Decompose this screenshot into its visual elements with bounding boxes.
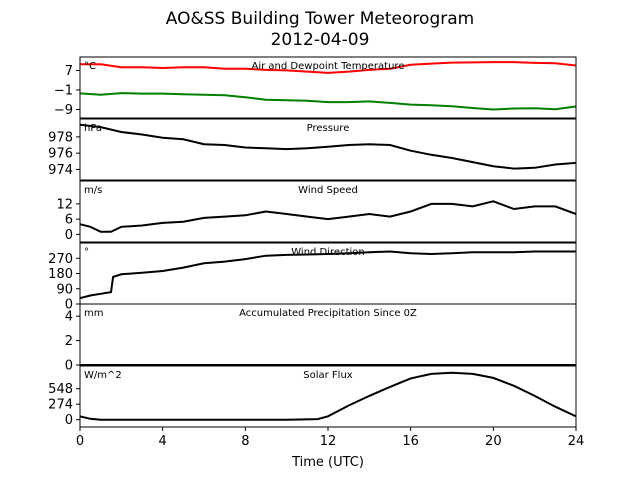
figure-title-line2: 2012-04-09 [271, 30, 370, 50]
panel-title: Wind Direction [291, 247, 365, 258]
y-tick-label: 180 [48, 267, 73, 282]
y-tick-label: 12 [56, 197, 73, 212]
x-axis: 0 4 8 12 16 20 24 [76, 427, 584, 449]
series-line-dewpoint [80, 92, 576, 111]
x-tick-label: 20 [485, 434, 502, 449]
panels-group: −9−17 °C Air and Dewpoint Temperature97497… [48, 56, 577, 428]
series-line-pressure [80, 123, 576, 170]
y-tick-label: 274 [48, 398, 73, 413]
y-tick-label: 6 [65, 213, 73, 228]
series-line-solar_flux [80, 371, 576, 421]
unit-label: W/m^2 [84, 370, 122, 381]
unit-label: m/s [84, 185, 102, 196]
y-tick-label: 270 [48, 252, 73, 267]
unit-label: ° [84, 247, 89, 258]
panel-frame [79, 303, 577, 366]
y-tick-label: 2 [65, 334, 73, 349]
y-tick-label: 90 [56, 282, 73, 297]
y-tick-label: −1 [54, 83, 73, 98]
y-tick-label: 7 [65, 64, 73, 79]
panel-frame [79, 180, 577, 243]
panel-title: Pressure [307, 123, 350, 134]
series-line-wind_speed [80, 200, 576, 233]
y-tick-label: −9 [54, 103, 73, 118]
y-tick-label: 548 [48, 382, 73, 397]
unit-label: °C [84, 61, 96, 72]
y-tick-label: 0 [65, 413, 73, 428]
panel-frame [79, 56, 577, 119]
x-tick-label: 16 [402, 434, 419, 449]
panel-4: 0 2 4 mm Accumulated Precipitation Since 0Z [65, 303, 577, 374]
panel-title: Wind Speed [298, 185, 358, 196]
panel-frame [79, 118, 577, 181]
x-tick-label: 8 [241, 434, 249, 449]
x-axis-label: Time (UTC) [291, 455, 364, 470]
y-tick-label: 974 [48, 163, 73, 178]
y-tick-label: 0 [65, 359, 73, 374]
y-tick-label: 976 [48, 147, 73, 162]
panel-0: −9 −1 7 °C Air and Dewpoint Temperature [54, 56, 577, 119]
x-tick-label: 0 [76, 434, 84, 449]
y-tick-label: 0 [65, 228, 73, 243]
unit-label: mm [84, 308, 103, 319]
unit-label: hPa [84, 123, 102, 134]
panel-title: Accumulated Precipitation Since 0Z [239, 308, 417, 319]
x-tick-label: 4 [159, 434, 167, 449]
series-line-wind_direction [80, 250, 576, 300]
y-tick-label: 4 [65, 310, 73, 325]
x-tick-label: 12 [320, 434, 337, 449]
y-tick-label: 978 [48, 130, 73, 145]
x-tick-label: 24 [568, 434, 585, 449]
panel-title: Solar Flux [303, 370, 353, 381]
y-tick-label: 0 [65, 298, 73, 313]
series-line-air [80, 61, 576, 74]
figure-title-line1: AO&SS Building Tower Meteorogram [166, 9, 474, 29]
panel-title: Air and Dewpoint Temperature [252, 61, 405, 72]
